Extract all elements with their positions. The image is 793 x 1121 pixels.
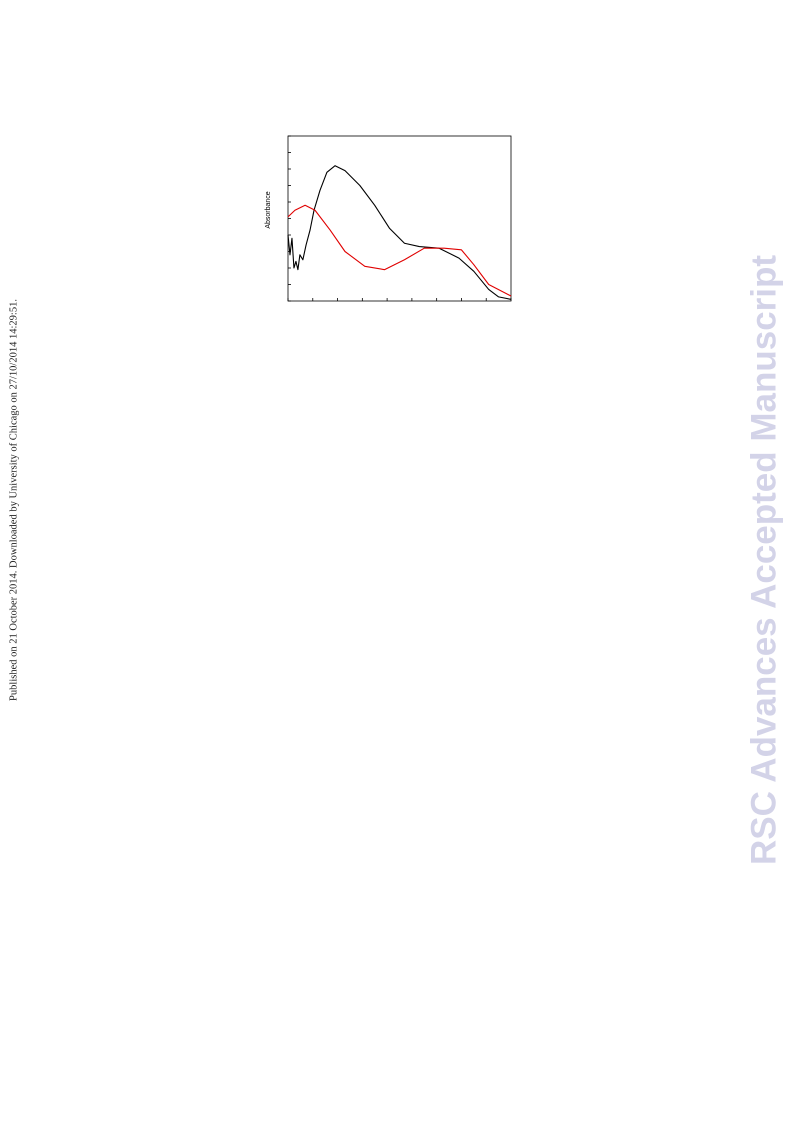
series-line — [287, 204, 512, 297]
y-axis-label: Absorbance — [265, 191, 272, 228]
watermark: RSC Advances Accepted Manuscript — [744, 255, 783, 865]
series-line — [287, 165, 512, 300]
sidebar-note: Published on 21 October 2014. Downloaded… — [8, 299, 19, 701]
